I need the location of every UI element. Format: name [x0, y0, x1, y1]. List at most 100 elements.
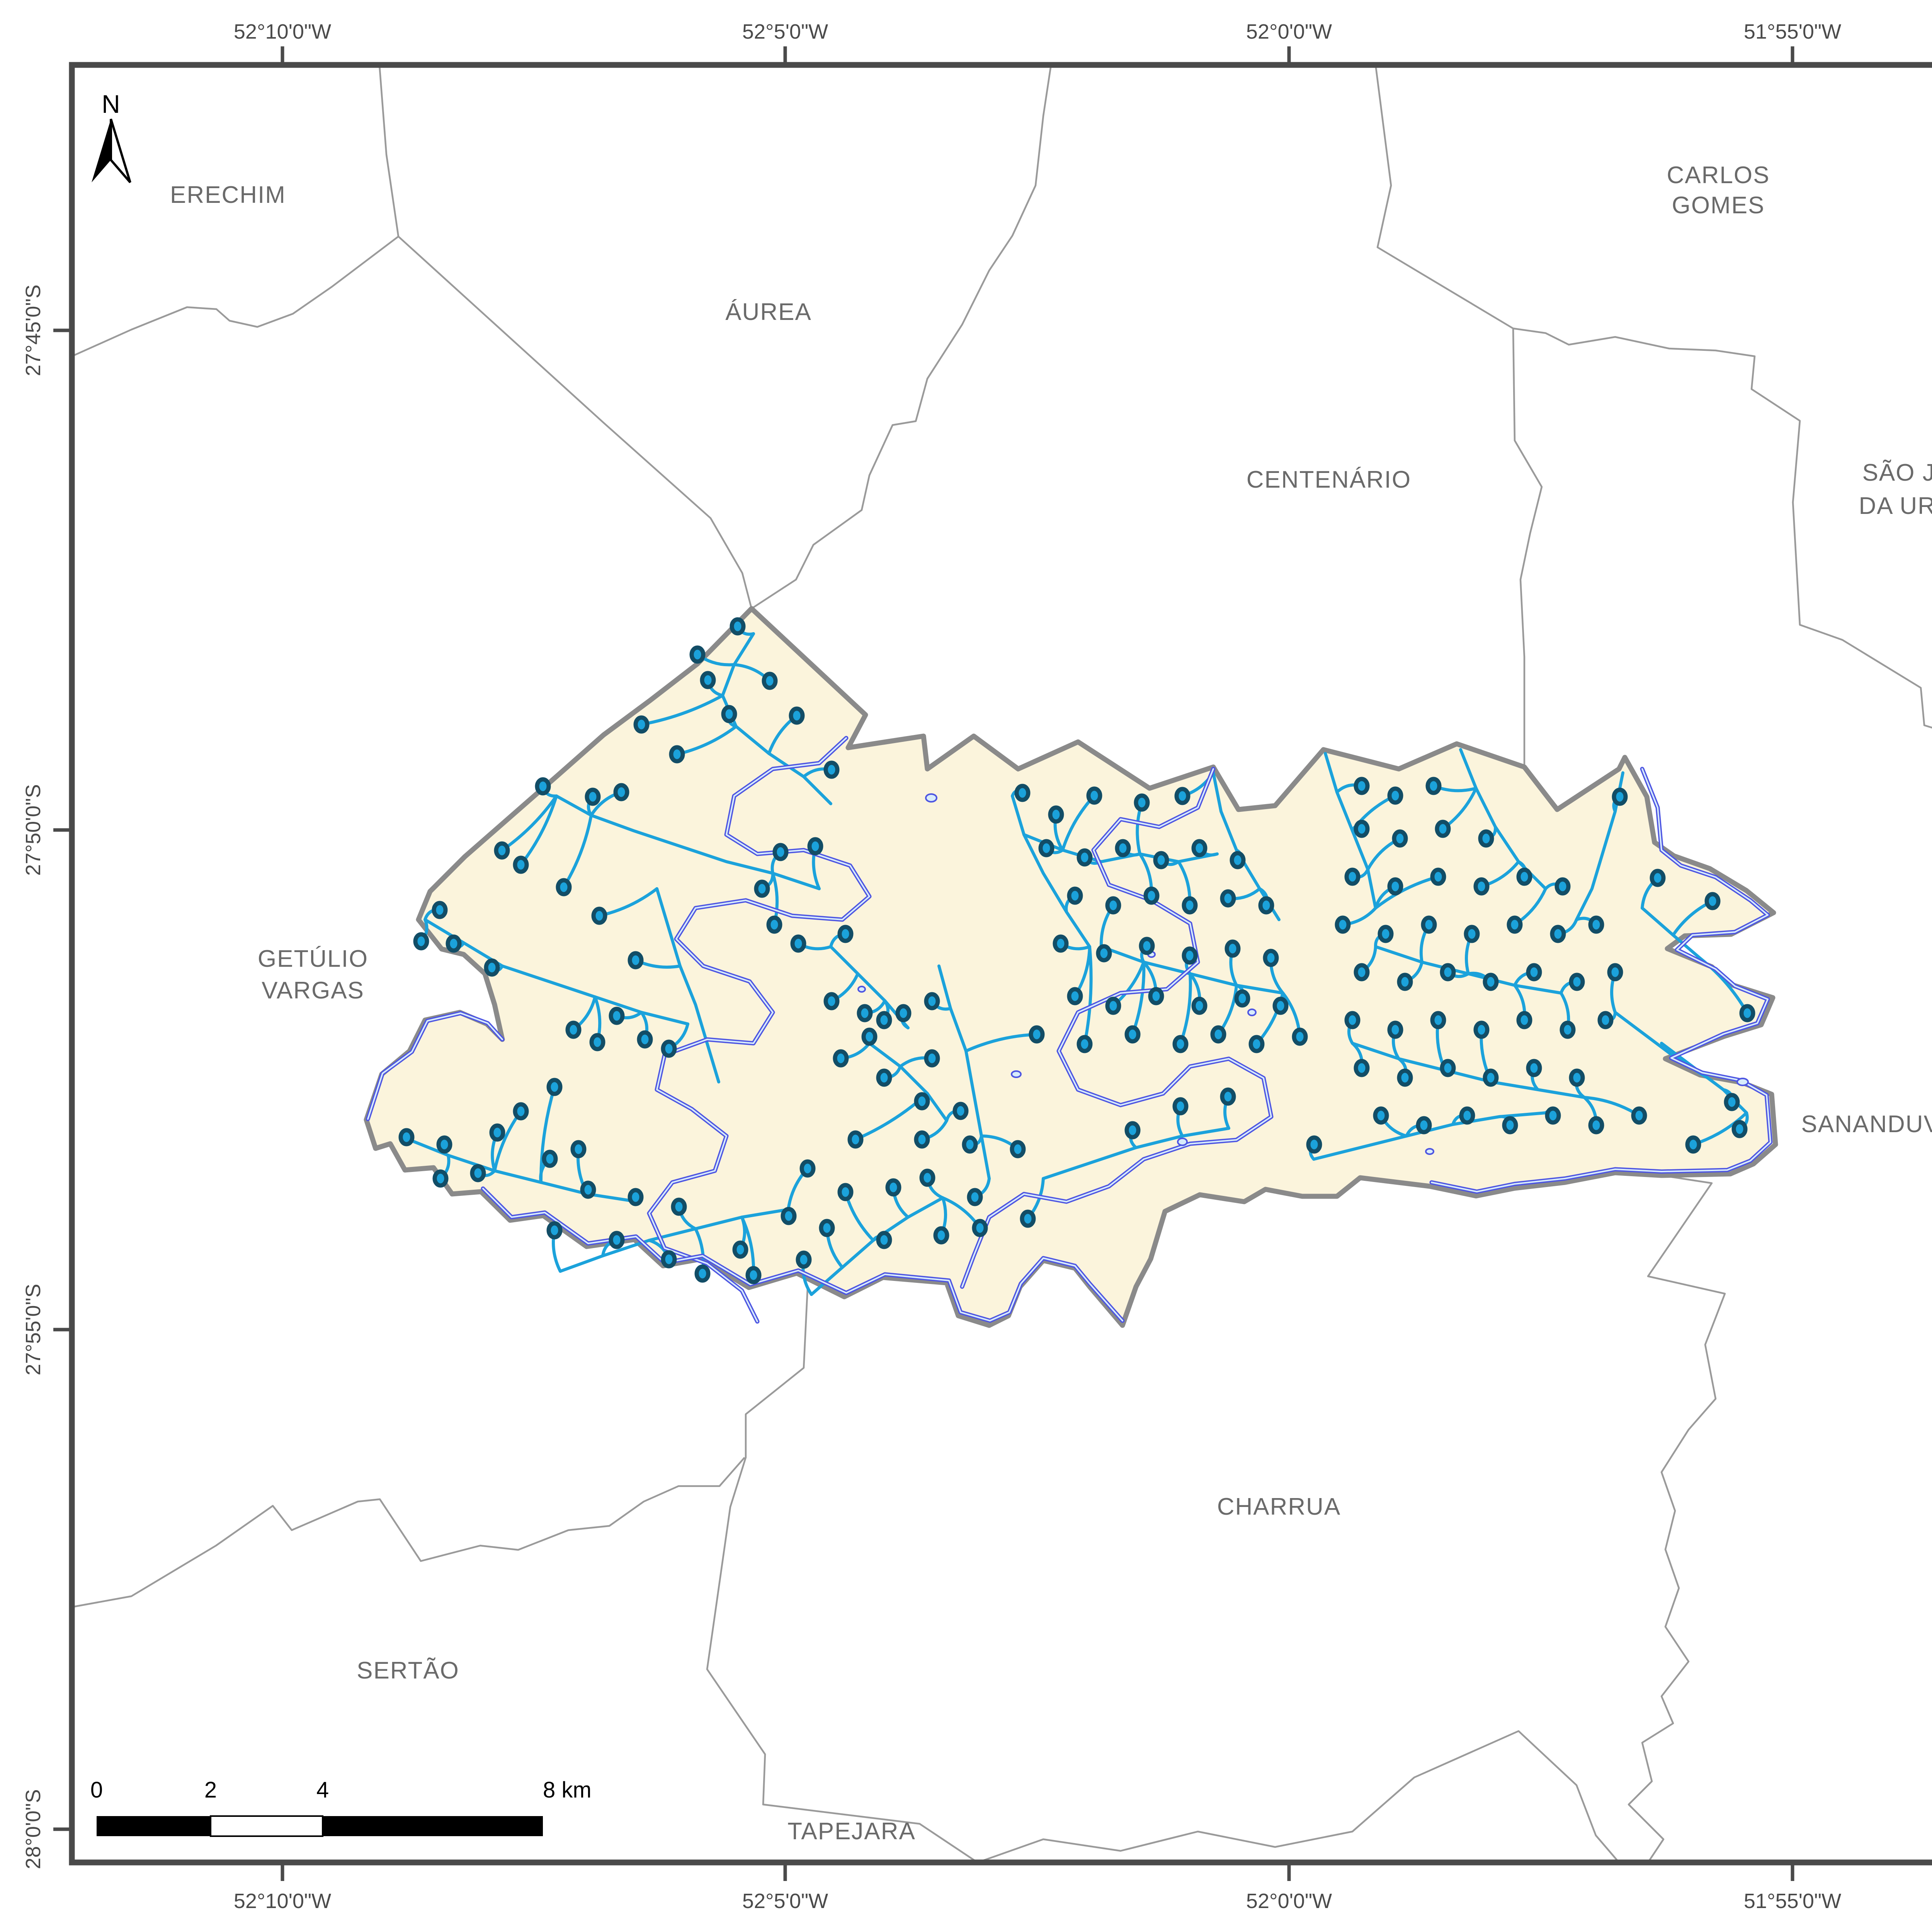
municipality-label: CENTENÁRIO	[1247, 466, 1411, 493]
spring-dot	[513, 1102, 529, 1121]
spring-dot	[1143, 886, 1160, 905]
spring-dot	[489, 1123, 505, 1142]
spring-dot	[1397, 1068, 1413, 1087]
longitude-label: 51°55'0"W	[1744, 1889, 1841, 1913]
spring-dot	[781, 1207, 797, 1225]
municipality-polygon[interactable]	[364, 606, 1778, 1328]
spring-dot	[1459, 1106, 1475, 1125]
spring-dot	[1545, 1106, 1561, 1125]
spring-dot	[1220, 889, 1236, 908]
stream-branch	[519, 794, 558, 866]
spring-dot	[1124, 1025, 1141, 1044]
longitude-label: 52°5'0"W	[742, 20, 828, 43]
neighbor-boundary-line	[751, 65, 1052, 609]
spring-dot	[1344, 1011, 1361, 1029]
spring-dot	[1344, 867, 1361, 886]
spring-dot	[1430, 867, 1446, 886]
neighbor-boundary-line	[398, 236, 753, 609]
longitude-label: 51°55'0"W	[1744, 20, 1841, 43]
spring-dot	[1397, 973, 1413, 991]
spring-dot	[1354, 963, 1370, 981]
latitude-label: 27°45'0"S	[22, 284, 45, 376]
scalebar-segment	[323, 1816, 543, 1836]
pond	[1736, 1078, 1749, 1086]
spring-dot	[1258, 896, 1274, 915]
municipality-label: SANANDUVA	[1801, 1111, 1932, 1138]
stream-branch	[562, 814, 593, 889]
stream-line	[937, 964, 991, 1180]
neighbor-boundary-line	[1628, 1174, 1726, 1863]
spring-dot	[1272, 997, 1289, 1015]
spring-dot	[1248, 1035, 1265, 1053]
spring-dot	[1483, 1068, 1499, 1087]
stream-line	[1022, 833, 1219, 863]
spring-dot	[1473, 1020, 1490, 1039]
spring-dot	[762, 672, 778, 690]
spring-dot	[914, 1092, 930, 1111]
spring-dot	[876, 1068, 892, 1087]
spring-dot	[637, 1030, 653, 1049]
spring-dot	[730, 617, 746, 636]
spring-dot	[819, 1219, 835, 1237]
spring-dot	[494, 841, 510, 860]
spring-dot	[671, 1197, 687, 1216]
neighbor-boundary-line	[71, 65, 400, 357]
spring-dot	[924, 1049, 940, 1068]
municipality-label: GETÚLIO	[258, 946, 368, 972]
spring-dot	[1378, 925, 1394, 943]
spring-dot	[1220, 1087, 1236, 1106]
spring-dot	[857, 1004, 873, 1022]
stream-line	[1351, 1042, 1586, 1099]
spring-dot	[1029, 1025, 1045, 1044]
neighbor-boundary-line	[1513, 327, 1932, 729]
spring-dot	[789, 706, 805, 725]
pond	[1011, 1070, 1022, 1078]
large-river-inner	[961, 768, 1272, 1287]
latitude-label: 27°50'0"S	[22, 784, 45, 876]
scalebar-segment	[210, 1815, 323, 1837]
spring-dot	[1435, 820, 1451, 838]
spring-dot	[799, 1159, 816, 1178]
longitude-label: 52°0'0"W	[1246, 1889, 1332, 1913]
spring-dot	[1731, 1120, 1748, 1138]
map-frame	[69, 62, 1932, 1866]
spring-dot	[1053, 934, 1069, 953]
spring-dot	[1067, 987, 1083, 1005]
spring-dot	[484, 958, 500, 977]
stream-line	[559, 1208, 790, 1273]
stream-branch	[964, 1033, 1038, 1053]
spring-dot	[1421, 915, 1437, 934]
spring-dot	[565, 1020, 582, 1039]
spring-dot	[1526, 1059, 1542, 1077]
spring-dot	[1172, 1035, 1189, 1053]
spring-dot	[1306, 1135, 1322, 1154]
stream-line	[655, 887, 720, 1083]
spring-dot	[1387, 786, 1403, 805]
spring-dot	[1473, 877, 1490, 896]
spring-dot	[556, 878, 572, 896]
scalebar-label: 8 km	[543, 1777, 592, 1803]
spring-dot	[1010, 1140, 1026, 1158]
spring-dot	[1263, 949, 1279, 967]
longitude-label: 52°5'0"W	[742, 1889, 828, 1913]
spring-dot	[837, 925, 854, 943]
spring-dot	[1516, 867, 1532, 886]
spring-dot	[1416, 1116, 1432, 1134]
neighbor-boundary-line	[71, 1457, 745, 1608]
municipality-label: GOMES	[1672, 192, 1765, 219]
spring-dot	[1182, 896, 1198, 915]
spring-dot	[1373, 1106, 1389, 1125]
municipality-label: CHARRUA	[1217, 1493, 1341, 1520]
spring-dot	[721, 705, 737, 723]
spring-dot	[1554, 877, 1571, 896]
spring-dot	[700, 671, 716, 689]
spring-dot	[919, 1168, 935, 1187]
spring-dot	[432, 901, 448, 919]
north-arrow-icon	[110, 119, 131, 183]
municipality-label: VARGAS	[262, 977, 364, 1004]
spring-dot	[613, 783, 629, 801]
spring-dot	[1077, 848, 1093, 867]
stream-line	[868, 1042, 948, 1122]
